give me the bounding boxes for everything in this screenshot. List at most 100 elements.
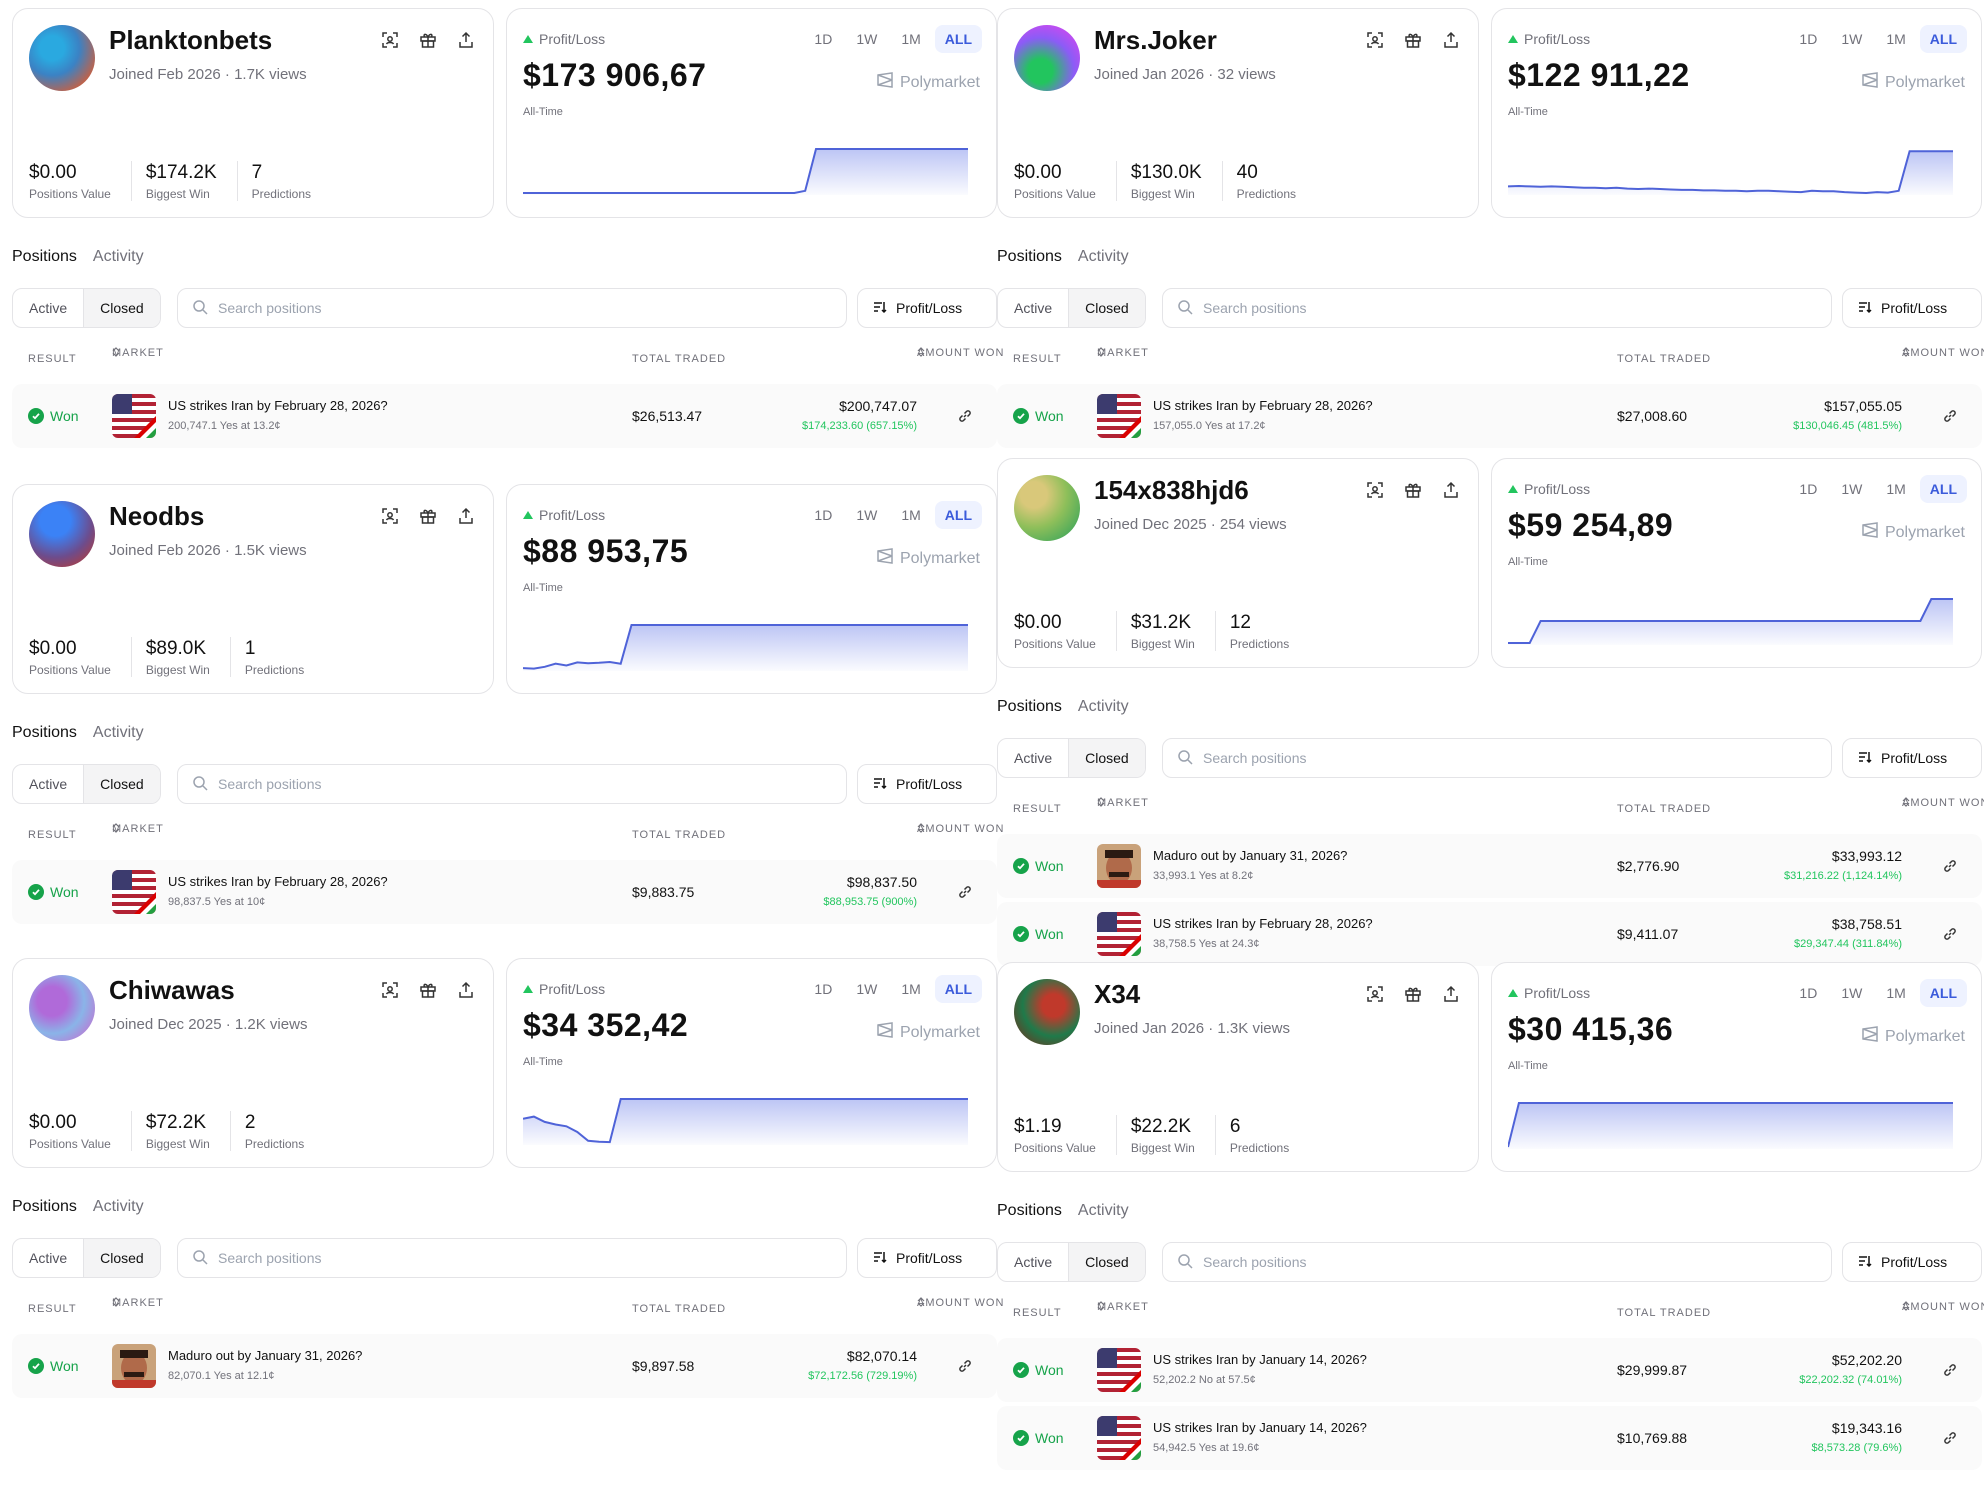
range-button[interactable]: ALL xyxy=(1919,979,1967,1007)
link-icon[interactable] xyxy=(1942,858,1958,874)
closed-button[interactable]: Closed xyxy=(83,1239,160,1277)
range-button[interactable]: 1D xyxy=(1799,31,1818,47)
link-icon[interactable] xyxy=(957,1358,973,1374)
search-input[interactable]: Search positions xyxy=(1162,288,1832,328)
share-icon[interactable] xyxy=(457,507,475,525)
search-input[interactable]: Search positions xyxy=(1162,738,1832,778)
link-icon[interactable] xyxy=(957,884,973,900)
sort-button[interactable]: Profit/Loss xyxy=(857,288,997,328)
share-icon[interactable] xyxy=(1442,481,1460,499)
active-button[interactable]: Active xyxy=(29,300,68,316)
scan-icon[interactable] xyxy=(1366,31,1384,49)
range-button[interactable]: 1D xyxy=(1799,481,1818,497)
market-name[interactable]: Maduro out by January 31, 2026? xyxy=(168,1348,363,1363)
market-name[interactable]: US strikes Iran by January 14, 2026? xyxy=(1153,1420,1367,1435)
search-input[interactable]: Search positions xyxy=(177,1238,847,1278)
market-name[interactable]: Maduro out by January 31, 2026? xyxy=(1153,848,1348,863)
table-row[interactable]: Won US strikes Iran by February 28, 2026?… xyxy=(12,860,997,924)
scan-icon[interactable] xyxy=(381,507,399,525)
tab-positions[interactable]: Positions xyxy=(997,248,1062,265)
range-button[interactable]: 1D xyxy=(814,981,833,997)
range-button[interactable]: ALL xyxy=(1919,475,1967,503)
active-button[interactable]: Active xyxy=(29,776,68,792)
range-button[interactable]: 1D xyxy=(1799,985,1818,1001)
table-row[interactable]: Won US strikes Iran by January 14, 2026? 5… xyxy=(997,1338,1982,1402)
search-input[interactable]: Search positions xyxy=(177,764,847,804)
active-button[interactable]: Active xyxy=(1014,750,1053,766)
sort-button[interactable]: Profit/Loss xyxy=(857,1238,997,1278)
range-button[interactable]: 1D xyxy=(814,507,833,523)
link-icon[interactable] xyxy=(1942,408,1958,424)
search-input[interactable]: Search positions xyxy=(177,288,847,328)
range-button[interactable]: 1W xyxy=(856,31,878,47)
gift-icon[interactable] xyxy=(419,31,437,49)
closed-button[interactable]: Closed xyxy=(83,289,160,327)
scan-icon[interactable] xyxy=(1366,481,1384,499)
range-button[interactable]: ALL xyxy=(934,501,982,529)
scan-icon[interactable] xyxy=(381,981,399,999)
tab-activity[interactable]: Activity xyxy=(1077,248,1129,265)
market-name[interactable]: US strikes Iran by February 28, 2026? xyxy=(1153,398,1373,413)
gift-icon[interactable] xyxy=(419,507,437,525)
link-icon[interactable] xyxy=(1942,926,1958,942)
closed-button[interactable]: Closed xyxy=(1068,739,1145,777)
market-name[interactable]: US strikes Iran by January 14, 2026? xyxy=(1153,1352,1367,1367)
gift-icon[interactable] xyxy=(1404,481,1422,499)
range-button[interactable]: 1M xyxy=(901,507,921,523)
gift-icon[interactable] xyxy=(1404,31,1422,49)
share-icon[interactable] xyxy=(1442,31,1460,49)
sort-button[interactable]: Profit/Loss xyxy=(1842,1242,1982,1282)
range-button[interactable]: 1M xyxy=(901,31,921,47)
table-row[interactable]: Won US strikes Iran by February 28, 2026?… xyxy=(997,384,1982,448)
scan-icon[interactable] xyxy=(1366,985,1384,1003)
link-icon[interactable] xyxy=(957,408,973,424)
share-icon[interactable] xyxy=(1442,985,1460,1003)
range-button[interactable]: 1M xyxy=(901,981,921,997)
table-row[interactable]: Won US strikes Iran by February 28, 2026?… xyxy=(12,384,997,448)
tab-positions[interactable]: Positions xyxy=(12,724,77,741)
range-button[interactable]: 1W xyxy=(856,507,878,523)
share-icon[interactable] xyxy=(457,31,475,49)
sort-button[interactable]: Profit/Loss xyxy=(1842,738,1982,778)
range-button[interactable]: 1M xyxy=(1886,481,1906,497)
closed-button[interactable]: Closed xyxy=(1068,289,1145,327)
market-name[interactable]: US strikes Iran by February 28, 2026? xyxy=(1153,916,1373,931)
sort-button[interactable]: Profit/Loss xyxy=(857,764,997,804)
table-row[interactable]: Won Maduro out by January 31, 2026? 33,993… xyxy=(997,834,1982,898)
range-button[interactable]: 1W xyxy=(1841,481,1863,497)
range-button[interactable]: 1M xyxy=(1886,31,1906,47)
search-input[interactable]: Search positions xyxy=(1162,1242,1832,1282)
link-icon[interactable] xyxy=(1942,1430,1958,1446)
table-row[interactable]: Won US strikes Iran by February 28, 2026?… xyxy=(997,902,1982,966)
range-button[interactable]: 1W xyxy=(1841,31,1863,47)
tab-activity[interactable]: Activity xyxy=(1077,698,1129,715)
range-button[interactable]: 1W xyxy=(856,981,878,997)
link-icon[interactable] xyxy=(1942,1362,1958,1378)
tab-activity[interactable]: Activity xyxy=(1077,1202,1129,1219)
market-name[interactable]: US strikes Iran by February 28, 2026? xyxy=(168,874,388,889)
closed-button[interactable]: Closed xyxy=(1068,1243,1145,1281)
market-name[interactable]: US strikes Iran by February 28, 2026? xyxy=(168,398,388,413)
range-button[interactable]: 1M xyxy=(1886,985,1906,1001)
range-button[interactable]: 1D xyxy=(814,31,833,47)
tab-activity[interactable]: Activity xyxy=(92,248,144,265)
active-button[interactable]: Active xyxy=(29,1250,68,1266)
tab-activity[interactable]: Activity xyxy=(92,1198,144,1215)
sort-button[interactable]: Profit/Loss xyxy=(1842,288,1982,328)
active-button[interactable]: Active xyxy=(1014,1254,1053,1270)
gift-icon[interactable] xyxy=(1404,985,1422,1003)
tab-positions[interactable]: Positions xyxy=(997,1202,1062,1219)
table-row[interactable]: Won US strikes Iran by January 14, 2026? 5… xyxy=(997,1406,1982,1470)
range-button[interactable]: ALL xyxy=(934,975,982,1003)
tab-positions[interactable]: Positions xyxy=(997,698,1062,715)
range-button[interactable]: ALL xyxy=(934,25,982,53)
range-button[interactable]: ALL xyxy=(1919,25,1967,53)
tab-activity[interactable]: Activity xyxy=(92,724,144,741)
table-row[interactable]: Won Maduro out by January 31, 2026? 82,070… xyxy=(12,1334,997,1398)
share-icon[interactable] xyxy=(457,981,475,999)
tab-positions[interactable]: Positions xyxy=(12,1198,77,1215)
tab-positions[interactable]: Positions xyxy=(12,248,77,265)
active-button[interactable]: Active xyxy=(1014,300,1053,316)
range-button[interactable]: 1W xyxy=(1841,985,1863,1001)
scan-icon[interactable] xyxy=(381,31,399,49)
